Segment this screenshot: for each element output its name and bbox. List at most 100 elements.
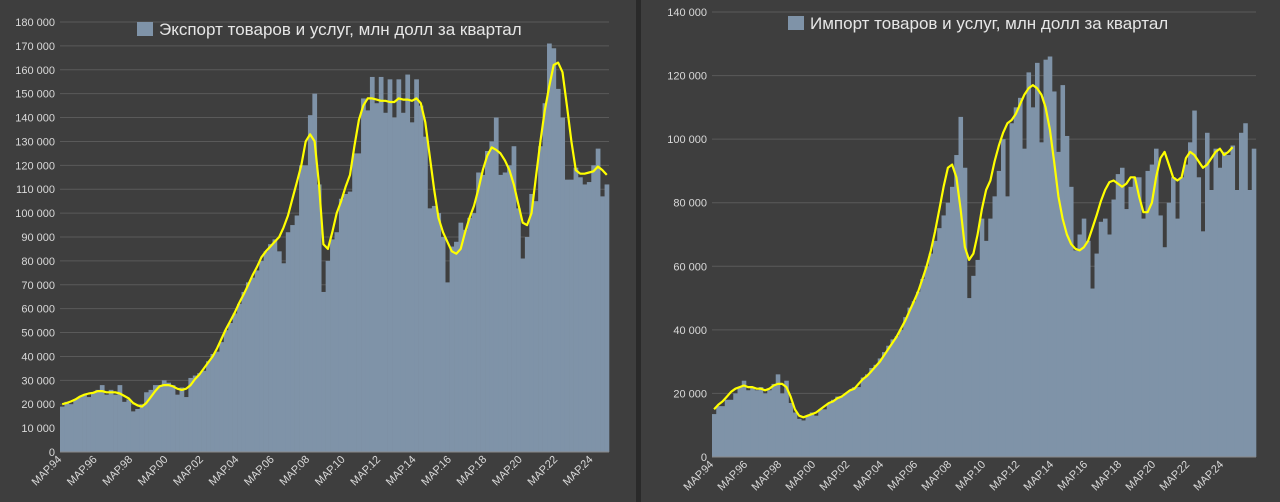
- x-tick-label: МАР.96: [65, 454, 100, 489]
- bar: [805, 415, 811, 457]
- bar: [130, 411, 136, 452]
- y-tick-label: 160 000: [15, 65, 55, 77]
- y-tick-label: 130 000: [15, 136, 55, 148]
- bar: [197, 373, 202, 452]
- bar: [1047, 56, 1053, 457]
- bar: [1209, 190, 1214, 457]
- y-tick-label: 180 000: [15, 17, 55, 29]
- x-tick-label: МАР.18: [455, 454, 490, 489]
- bar: [547, 43, 552, 452]
- bar: [175, 394, 180, 452]
- bar: [958, 116, 964, 458]
- bar: [507, 165, 512, 453]
- bar: [835, 396, 840, 457]
- y-tick-label: 50 000: [21, 328, 55, 340]
- bar: [746, 390, 751, 457]
- bar: [860, 377, 866, 457]
- bar: [383, 112, 388, 453]
- bar: [1086, 240, 1091, 457]
- y-tick-label: 170 000: [15, 41, 55, 53]
- bar: [865, 374, 870, 457]
- bar: [529, 194, 535, 452]
- bar: [1081, 218, 1087, 457]
- x-tick-label: МАР.24: [561, 454, 596, 489]
- bar: [890, 339, 896, 457]
- bar: [1064, 135, 1070, 457]
- bar: [1103, 218, 1108, 457]
- bar: [712, 414, 717, 457]
- bar: [347, 191, 353, 452]
- bar: [64, 401, 70, 452]
- x-tick-label: МАР.94: [682, 459, 717, 494]
- x-tick-label: МАР.10: [313, 454, 348, 489]
- bar: [578, 177, 583, 452]
- bar: [409, 122, 415, 452]
- y-tick-label: 100 000: [15, 208, 55, 220]
- bar: [724, 399, 730, 457]
- bar: [1149, 164, 1155, 458]
- bar: [458, 222, 464, 452]
- bar: [392, 117, 397, 453]
- bar: [1030, 107, 1036, 457]
- bar: [498, 174, 504, 452]
- bar: [600, 196, 605, 452]
- bar: [538, 146, 543, 452]
- bar: [716, 406, 721, 457]
- bar: [1052, 91, 1057, 457]
- bar: [831, 399, 836, 457]
- y-tick-label: 10 000: [21, 423, 55, 435]
- x-tick-label: МАР.22: [526, 454, 561, 489]
- bar: [848, 390, 853, 457]
- bar: [454, 241, 459, 452]
- bar: [1183, 164, 1189, 458]
- bar: [1111, 199, 1117, 458]
- bar: [814, 415, 819, 457]
- bar: [476, 172, 481, 452]
- bar: [741, 380, 747, 457]
- bar: [378, 76, 384, 452]
- bar: [330, 239, 335, 452]
- bar: [873, 364, 879, 457]
- bar: [250, 277, 256, 452]
- x-tick-label: МАР.12: [988, 459, 1023, 494]
- bar: [263, 251, 269, 452]
- bar: [954, 155, 959, 458]
- bar: [582, 184, 588, 452]
- bar: [418, 105, 424, 452]
- bar: [135, 409, 140, 452]
- bar: [1137, 177, 1142, 458]
- bar: [894, 336, 900, 457]
- bar: [1217, 167, 1223, 457]
- y-tick-label: 120 000: [15, 160, 55, 172]
- bar: [1026, 72, 1032, 458]
- bar: [877, 358, 883, 457]
- bar: [1043, 59, 1049, 458]
- export-chart-panel: 0 10 000 20 000 30 000 40 000 50 000 60 000 70 …: [0, 0, 636, 502]
- bar: [188, 377, 194, 452]
- bar: [516, 208, 521, 452]
- bar: [988, 218, 993, 457]
- bar: [839, 396, 845, 457]
- bar: [179, 387, 185, 452]
- bar: [1196, 177, 1202, 458]
- y-tick-label: 80 000: [21, 256, 55, 268]
- bar: [86, 397, 92, 452]
- bar: [1213, 148, 1219, 457]
- bar: [784, 380, 789, 457]
- bar: [276, 251, 282, 452]
- bar: [1247, 190, 1253, 457]
- bar: [312, 93, 318, 453]
- bar: [1192, 110, 1197, 458]
- y-tick-label: 100 000: [667, 134, 707, 146]
- x-tick-label: МАР.16: [419, 454, 454, 489]
- bar: [822, 409, 828, 457]
- bar: [788, 402, 794, 457]
- bar: [405, 74, 411, 453]
- x-tick-label: МАР.14: [1022, 459, 1057, 494]
- bar: [210, 354, 216, 452]
- bar: [595, 148, 601, 452]
- bar: [797, 418, 802, 457]
- bar: [121, 401, 127, 452]
- bar: [1145, 170, 1151, 457]
- bar: [462, 229, 468, 452]
